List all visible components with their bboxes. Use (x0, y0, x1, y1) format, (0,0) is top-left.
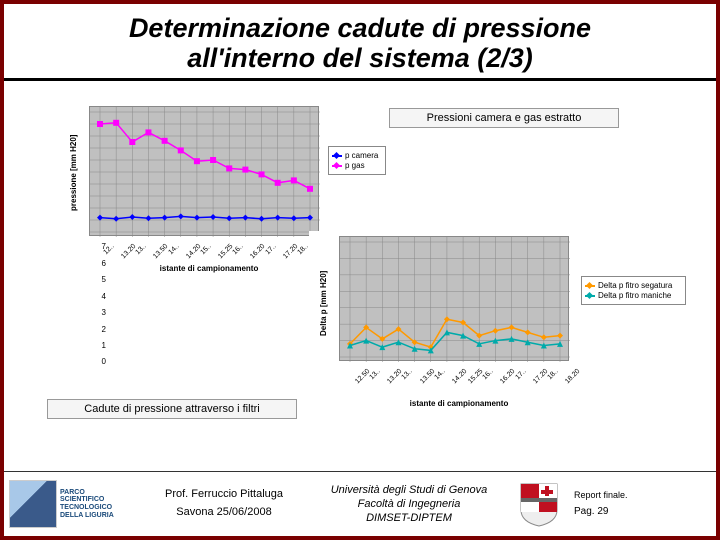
slide-title: Determinazione cadute di pressione all'i… (24, 14, 696, 73)
chart1-plot (89, 106, 319, 236)
chart2-svg (340, 237, 570, 362)
footer-author: Prof. Ferruccio Pittaluga Savona 25/06/2… (144, 486, 304, 521)
chart2-plot (339, 236, 569, 361)
logo-genova (519, 482, 569, 527)
date: Savona 25/06/2008 (144, 504, 304, 522)
logo-parco: PARCOSCIENTIFICOTECNOLOGICODELLA LIGURIA (9, 477, 144, 532)
shield-icon (519, 482, 559, 527)
chart1-ylabel: pressione [mm H20] (69, 135, 78, 211)
prof-name: Prof. Ferruccio Pittaluga (144, 486, 304, 504)
chart2-ylabel: Delta p [mm H20] (319, 271, 328, 336)
uni-line2: Facoltà di Ingegneria (304, 497, 514, 511)
footer: PARCOSCIENTIFICOTECNOLOGICODELLA LIGURIA… (4, 471, 716, 536)
chart2-title: Cadute di pressione attraverso i filtri (47, 399, 297, 419)
legend-item: p camera (332, 151, 382, 160)
logo-parco-img (9, 480, 57, 528)
logo-parco-text: PARCOSCIENTIFICOTECNOLOGICODELLA LIGURIA (60, 489, 114, 520)
legend-item: p gas (332, 161, 382, 170)
chart1-svg (90, 107, 320, 237)
page-number: Pag. 29 (574, 503, 654, 521)
uni-line3: DIMSET-DIPTEM (304, 511, 514, 525)
chart1-legend: p camerap gas (328, 146, 386, 175)
chart-deltap: Delta p [mm H20] istante di campionament… (309, 231, 689, 426)
footer-university: Università degli Studi di Genova Facoltà… (304, 483, 514, 526)
title-line1: Determinazione cadute di pressione (129, 13, 591, 43)
legend-item: Delta p fitro segatura (585, 281, 682, 290)
title-area: Determinazione cadute di pressione all'i… (4, 4, 716, 81)
legend-item: Delta p fitro maniche (585, 291, 682, 300)
chart2-xlabel: istante di campionamento (379, 399, 539, 408)
chart1-xlabel: istante di campionamento (129, 264, 289, 273)
uni-line1: Università degli Studi di Genova (304, 483, 514, 497)
chart2-legend: Delta p fitro segaturaDelta p fitro mani… (581, 276, 686, 305)
content-area: pressione [mm H20] istante di campioname… (4, 81, 716, 441)
title-line2: all'interno del sistema (2/3) (187, 43, 533, 73)
report-label: Report finale. (574, 487, 654, 503)
chart1-title: Pressioni camera e gas estratto (389, 108, 619, 128)
footer-page-info: Report finale. Pag. 29 (574, 487, 654, 521)
slide-frame: Determinazione cadute di pressione all'i… (0, 0, 720, 540)
